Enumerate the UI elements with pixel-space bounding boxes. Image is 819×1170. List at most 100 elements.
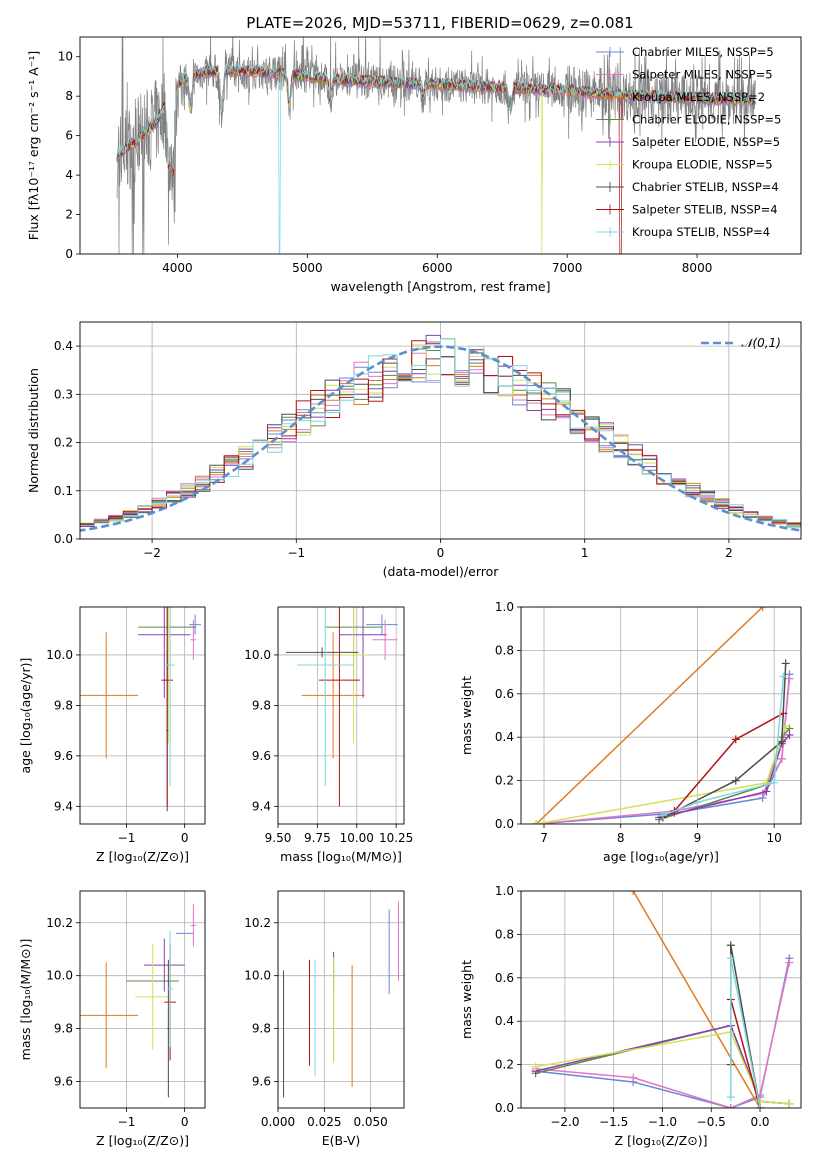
legend-entry: Salpeter STELIB, NSSP=4: [632, 203, 778, 217]
mass-weight-marker: [629, 891, 638, 895]
x-tick-label: 0: [181, 1115, 189, 1129]
x-tick-label: 8: [617, 831, 625, 845]
y-tick-label: 10.2: [46, 916, 73, 930]
mass-weight-line: [536, 726, 787, 824]
mass-weight-marker: [731, 735, 740, 744]
x-tick-label: 6000: [422, 261, 453, 275]
axes-frame: [277, 606, 405, 825]
mass-weight-line: [662, 663, 787, 819]
mass-weight-marker: [777, 737, 786, 746]
mass-weight-marker: [758, 607, 767, 611]
figure-title: PLATE=2026, MJD=53711, FIBERID=0629, z=0…: [246, 14, 633, 32]
y-tick-label: 2: [65, 208, 73, 222]
mass-weight-marker: [726, 1104, 735, 1108]
x-tick-label: −1.0: [648, 1115, 677, 1129]
mass-weight-marker: [785, 958, 794, 967]
y-tick-label: 9.4: [54, 799, 73, 813]
plot-area: [80, 891, 205, 1108]
axes-frame: [277, 890, 405, 1109]
y-tick-label: 9.8: [252, 1022, 271, 1036]
mass-weight-marker: [756, 1104, 765, 1108]
model-spectrum-line: [116, 63, 756, 254]
y-tick-label: 0.4: [54, 339, 73, 353]
y-tick-label: 9.6: [54, 749, 73, 763]
y-tick-label: 0.2: [495, 774, 514, 788]
x-tick-label: 0.0: [750, 1115, 769, 1129]
legend-entry: Chabrier MILES, NSSP=5: [632, 45, 774, 59]
mass-weight-marker: [785, 674, 794, 683]
x-tick-label: 0: [181, 831, 189, 845]
mass-weight-marker: [762, 787, 771, 796]
axes-frame: [79, 606, 206, 825]
y-tick-label: 9.4: [252, 799, 271, 813]
y-axis-label: mass [log₁₀(M/M⊙)]: [18, 939, 33, 1061]
y-tick-label: 0.6: [495, 971, 514, 985]
y-tick-label: 10.0: [46, 648, 73, 662]
mass-weight-line: [730, 958, 761, 1108]
x-tick-label: 1: [581, 546, 589, 560]
y-tick-label: 0.2: [54, 436, 73, 450]
mass-weight-marker: [785, 731, 794, 740]
x-tick-label: −0.5: [697, 1115, 726, 1129]
y-tick-label: 9.6: [252, 749, 271, 763]
x-tick-label: 10.00: [340, 831, 374, 845]
axes-frame: [79, 36, 802, 255]
legend-entry: Chabrier ELODIE, NSSP=5: [632, 113, 781, 127]
y-tick-label: 1.0: [495, 600, 514, 614]
x-axis-label: age [log₁₀(age/yr)]: [603, 849, 719, 864]
y-tick-label: 9.6: [252, 1075, 271, 1089]
x-tick-label: 0.050: [353, 1115, 387, 1129]
x-axis-label: Z [log₁₀(Z/Z⊙)]: [96, 849, 189, 864]
x-axis-label: Z [log₁₀(Z/Z⊙)]: [615, 1133, 708, 1148]
x-tick-label: 9.75: [304, 831, 331, 845]
panel-residuals: −2 −1 0 1 2 0.0 0.1 0.2 0.3 0.4 (data-model)/error…: [26, 321, 802, 579]
y-tick-label: 0.0: [54, 532, 73, 546]
panel-spectrum: 4000 5000 6000 7000 8000 0 2 4 6 8 10 wavelength [A…: [26, 36, 802, 294]
x-tick-label: 10.25: [379, 831, 413, 845]
mass-weight-marker: [629, 1073, 638, 1082]
x-tick-label: 5000: [292, 261, 323, 275]
legend-entry: Kroupa MILES, NSSP=2: [632, 90, 765, 104]
x-tick-label: −1: [287, 546, 305, 560]
x-tick-label: 7: [540, 831, 548, 845]
plot-area: [521, 891, 801, 1108]
mass-weight-marker: [658, 811, 667, 820]
x-tick-label: 2: [725, 546, 733, 560]
x-tick-label: −2.0: [550, 1115, 579, 1129]
x-axis-label: wavelength [Angstrom, rest frame]: [330, 279, 550, 294]
x-axis-label: (data-model)/error: [383, 564, 500, 579]
y-tick-label: 6: [65, 129, 73, 143]
y-tick-label: 10.0: [46, 969, 73, 983]
x-axis-label: Z [log₁₀(Z/Z⊙)]: [96, 1133, 189, 1148]
x-tick-label: 9: [694, 831, 702, 845]
x-tick-label: 7000: [552, 261, 583, 275]
legend-entry: Chabrier STELIB, NSSP=4: [632, 180, 779, 194]
x-tick-label: 8000: [682, 261, 713, 275]
mass-weight-marker: [785, 1099, 794, 1108]
y-axis-label: Normed distribution: [26, 368, 41, 493]
y-tick-label: 9.6: [54, 1075, 73, 1089]
y-tick-label: 8: [65, 89, 73, 103]
mass-weight-line: [662, 676, 785, 817]
legend-entry: Kroupa STELIB, NSSP=4: [632, 225, 770, 239]
panel-mass_weight_vs_Z: −2.0 −1.5 −1.0 −0.5 0.0 0.0 0.2 0.4 0.6 0.8 1.0 Z […: [459, 884, 802, 1148]
plot-area: [80, 322, 801, 539]
x-tick-label: 4000: [162, 261, 193, 275]
x-tick-label: 0: [437, 546, 445, 560]
x-tick-label: 0.000: [261, 1115, 295, 1129]
mass-weight-marker: [726, 1093, 735, 1102]
mass-weight-line: [535, 1031, 790, 1105]
plot-area: [278, 607, 404, 824]
y-tick-label: 9.8: [54, 1022, 73, 1036]
x-tick-label: −1: [118, 831, 136, 845]
y-tick-label: 10.0: [244, 648, 271, 662]
mass-weight-marker: [777, 754, 786, 763]
y-tick-label: 9.8: [54, 698, 73, 712]
y-tick-label: 0.3: [54, 387, 73, 401]
normal-curve: [80, 345, 801, 532]
y-tick-label: 4: [65, 168, 73, 182]
panel-mass_weight_vs_age: 7 8 9 10 0.0 0.2 0.4 0.6 0.8 1.0 age [log₁₀(age/yr…: [459, 600, 802, 864]
axes-frame: [520, 606, 802, 825]
mass-weight-line: [658, 734, 791, 819]
mass-weight-marker: [779, 672, 788, 681]
